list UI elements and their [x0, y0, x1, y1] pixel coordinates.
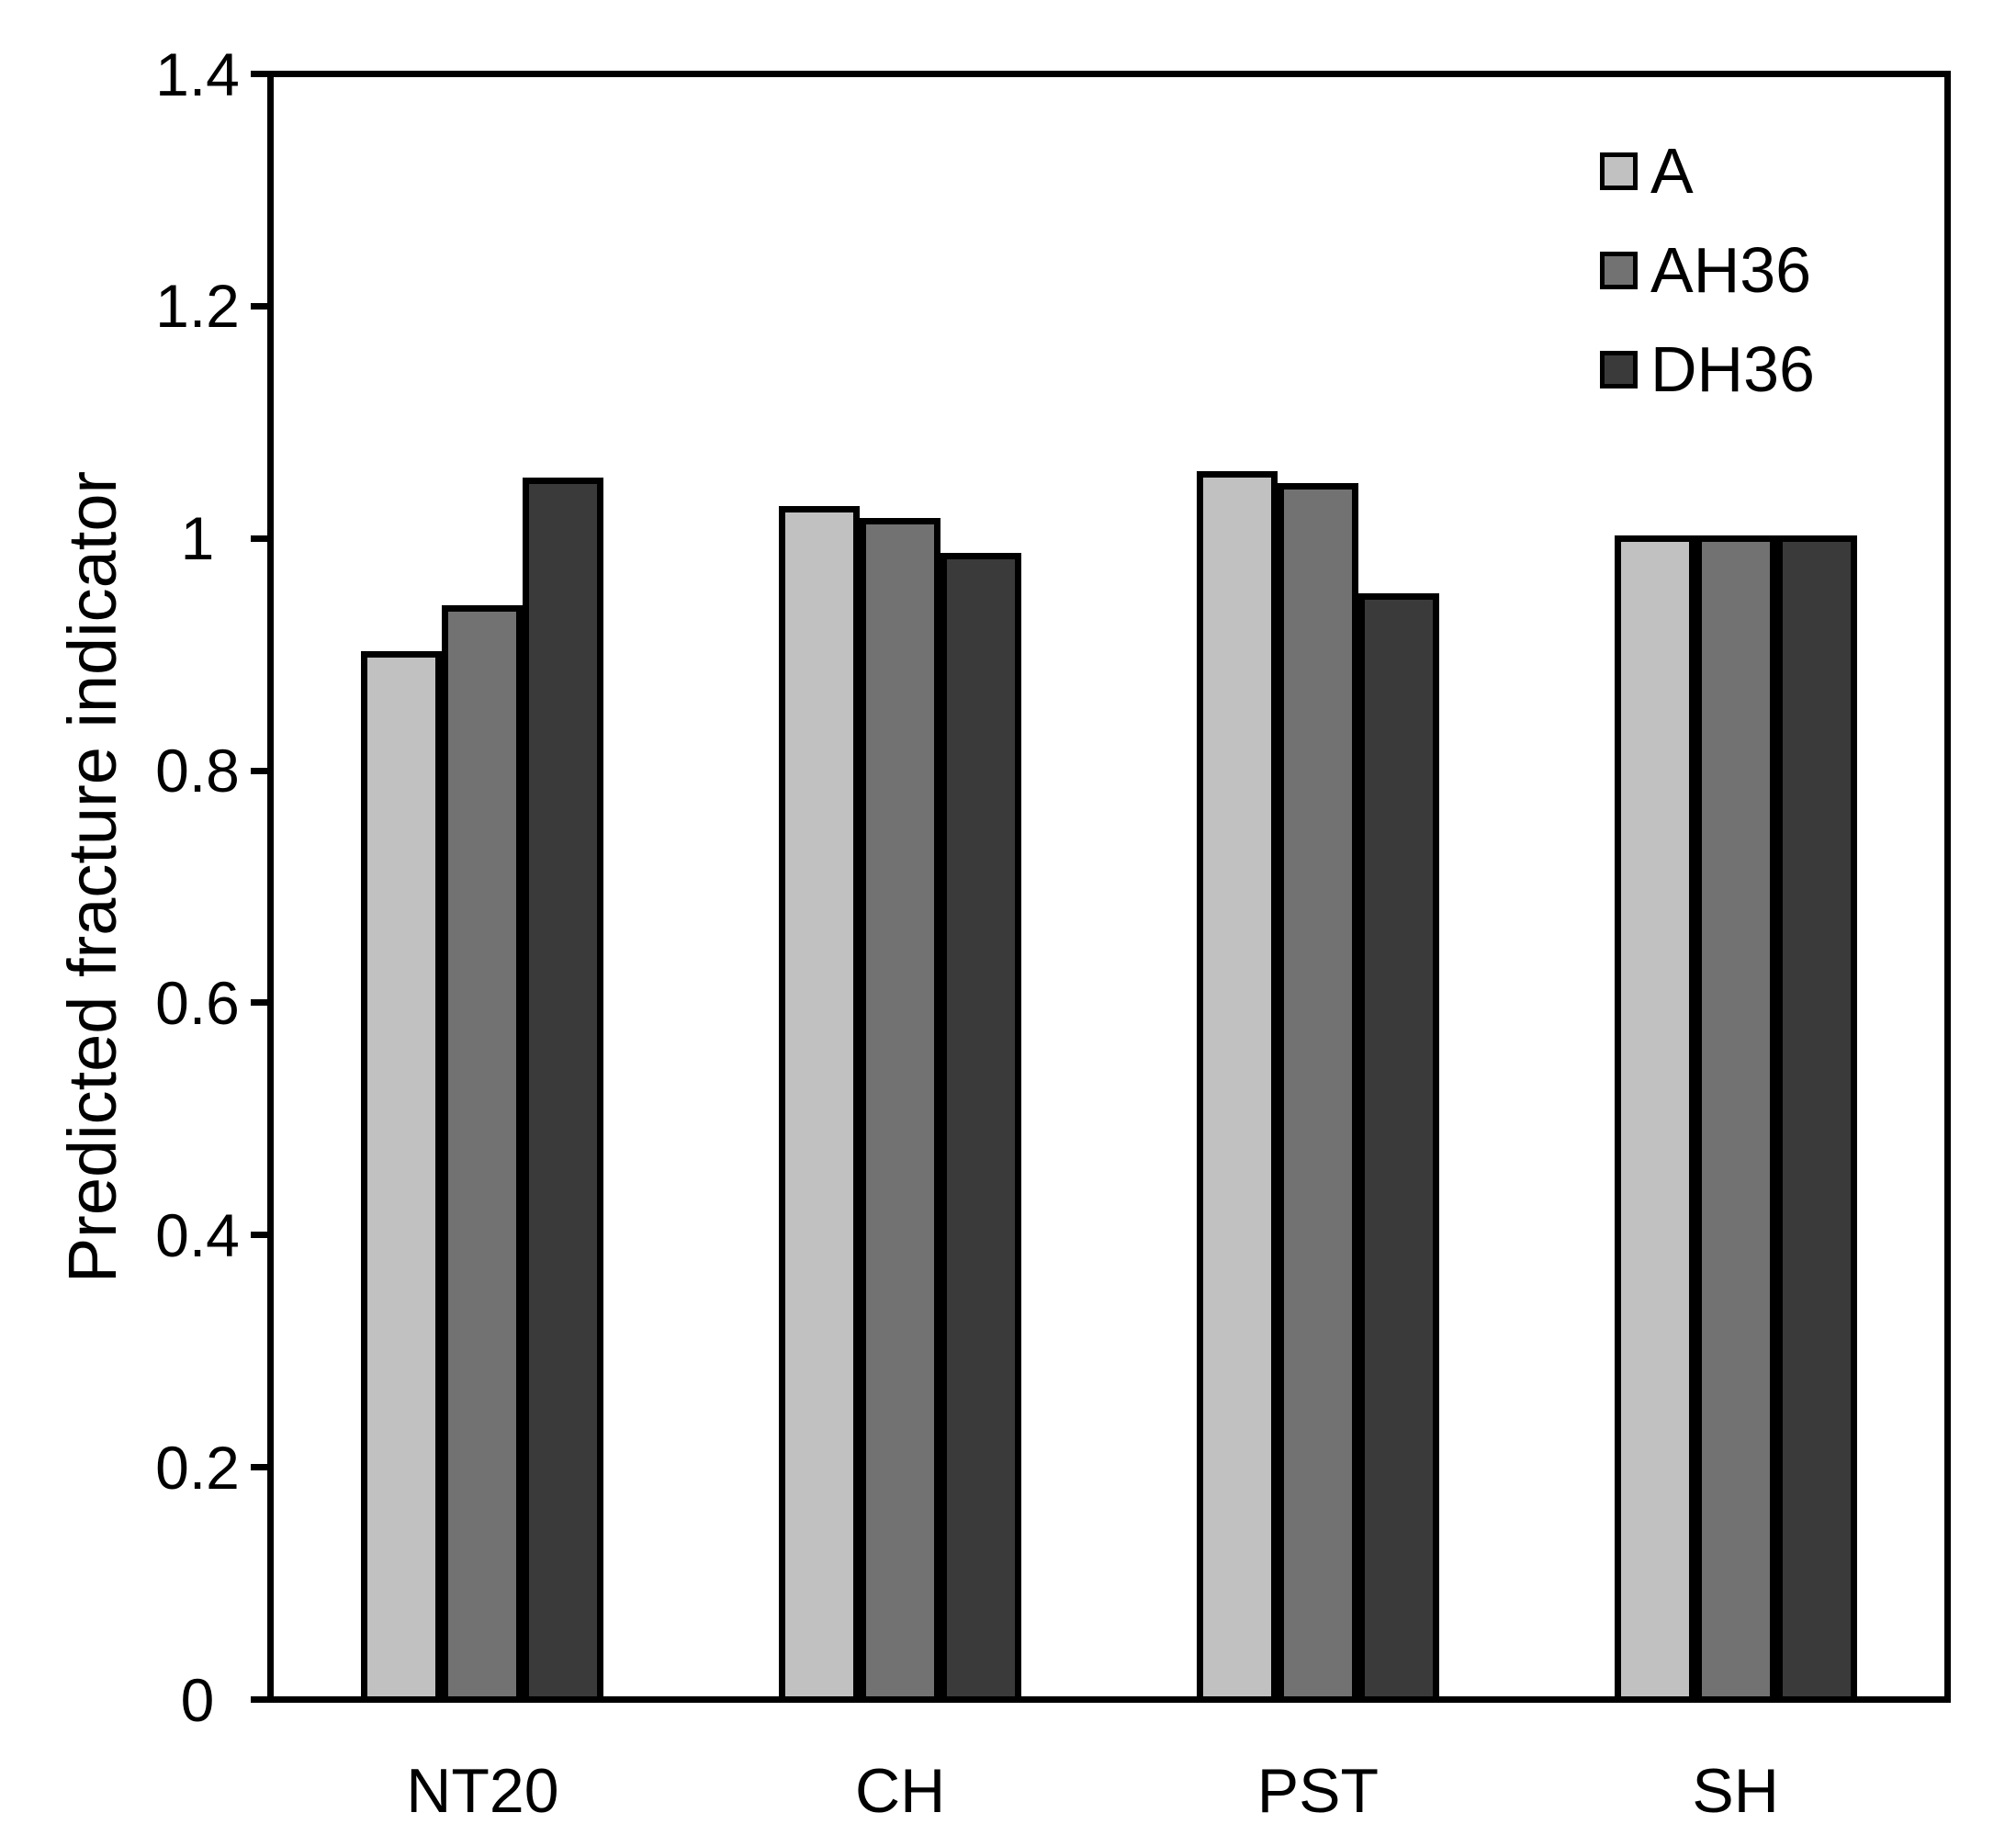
plot-right-border	[1944, 71, 1951, 1703]
x-category-label-PST: PST	[1256, 1756, 1379, 1824]
y-tick	[251, 999, 267, 1007]
y-tick	[251, 1232, 267, 1239]
y-tick	[251, 1464, 267, 1471]
bar-SH-DH36	[1775, 535, 1857, 1696]
y-tick-label: 1.2	[155, 272, 240, 341]
bar-PST-AH36	[1277, 482, 1358, 1696]
x-category-label-NT20: NT20	[406, 1756, 559, 1824]
y-tick	[251, 767, 267, 774]
legend-swatch-AH36	[1600, 251, 1638, 289]
y-tick-label: 0.6	[155, 968, 240, 1037]
y-tick-label: 1	[180, 504, 215, 573]
y-tick-label: 0.4	[155, 1200, 240, 1269]
y-axis-line	[267, 71, 274, 1703]
y-tick-label: 0.8	[155, 737, 240, 805]
y-tick-label: 0.2	[155, 1433, 240, 1502]
bar-NT20-AH36	[442, 604, 524, 1696]
bar-CH-DH36	[940, 552, 1022, 1696]
y-tick-label: 1.4	[155, 39, 240, 108]
x-axis-line	[251, 1696, 1951, 1703]
y-tick	[251, 302, 267, 310]
y-tick	[251, 535, 267, 542]
bar-NT20-DH36	[523, 477, 604, 1696]
bar-NT20-A	[361, 651, 443, 1696]
bar-SH-AH36	[1695, 535, 1776, 1696]
bar-PST-A	[1196, 471, 1278, 1696]
bar-PST-DH36	[1357, 592, 1439, 1696]
bar-CH-A	[779, 506, 861, 1696]
legend-label-AH36: AH36	[1650, 234, 1812, 306]
y-axis-title: Predicted fracture indicator	[53, 470, 130, 1284]
bar-SH-A	[1614, 535, 1695, 1696]
legend-swatch-A	[1600, 152, 1638, 190]
x-category-label-SH: SH	[1692, 1756, 1779, 1824]
plot-top-border	[251, 71, 1951, 77]
legend-label-DH36: DH36	[1650, 333, 1815, 405]
legend-label-A: A	[1650, 135, 1694, 207]
y-tick-label: 0	[180, 1665, 215, 1734]
x-category-label-CH: CH	[855, 1756, 946, 1824]
bar-CH-AH36	[860, 517, 941, 1696]
legend-swatch-DH36	[1600, 350, 1638, 388]
